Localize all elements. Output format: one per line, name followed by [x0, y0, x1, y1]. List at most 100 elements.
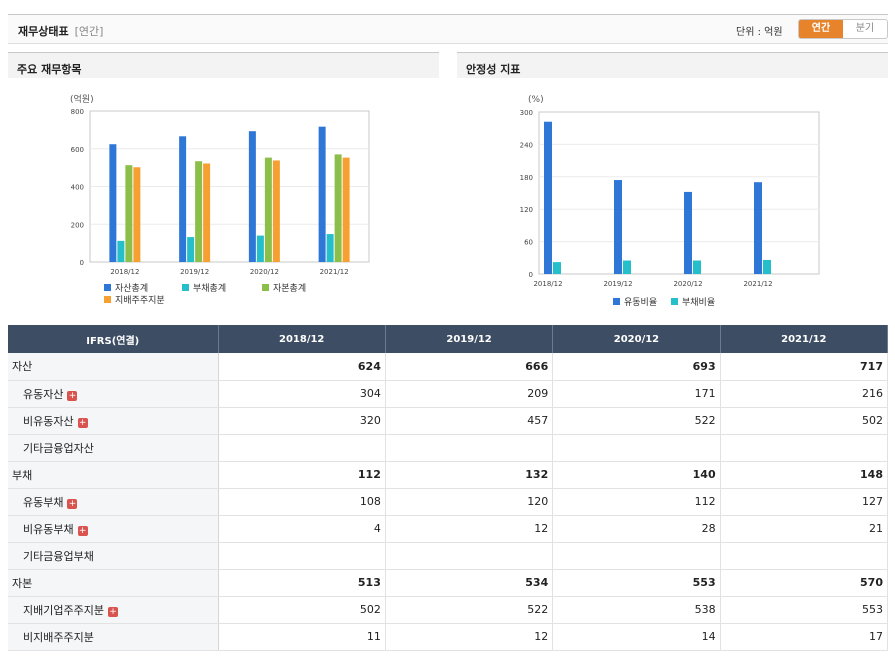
legend-swatch [262, 284, 269, 291]
legend-label: 자본총계 [273, 282, 306, 294]
y-tick-label: 400 [71, 184, 84, 192]
x-tick-label: 2019/12 [603, 280, 632, 288]
bar [264, 157, 272, 262]
table-row: 유동부채 +108 120 112 127 [8, 488, 889, 516]
value-cell [385, 434, 554, 462]
y-axis-unit-label: (억원) [70, 93, 94, 105]
row-label: 기타금융업부채 [8, 542, 219, 570]
legend-swatch [104, 284, 111, 291]
balance-sheet-table: IFRS(연결) 2018/12 2019/12 2020/12 2021/12 자산 6… [8, 325, 889, 651]
header-period: 2021/12 [720, 325, 889, 353]
value-cell: 28 [552, 515, 721, 543]
table-row: 유동자산 +304 209 171 216 [8, 380, 889, 408]
x-tick-label: 2020/12 [250, 268, 279, 276]
header-period: 2018/12 [218, 325, 386, 353]
unit-label: 단위 : 억원 [736, 27, 783, 38]
expand-plus-icon[interactable]: + [77, 525, 88, 536]
bar [334, 154, 342, 262]
bar [179, 136, 187, 262]
legend-label: 자산총계 [115, 282, 148, 294]
row-label-text: 지배기업주주지분 [23, 603, 104, 617]
value-cell: 127 [720, 488, 889, 516]
value-cell: 148 [720, 461, 889, 489]
value-cell: 11 [218, 623, 386, 651]
value-cell: 538 [552, 596, 721, 624]
value-cell: 112 [552, 488, 721, 516]
value-cell [552, 434, 721, 462]
quarter-toggle-button[interactable]: 분기 [855, 23, 875, 34]
value-cell: 140 [552, 461, 721, 489]
table-header-row: IFRS(연결) 2018/12 2019/12 2020/12 2021/12 [8, 325, 889, 353]
expand-plus-icon[interactable]: + [77, 417, 88, 428]
value-cell: 513 [218, 569, 386, 597]
bar [763, 259, 771, 274]
row-label-text: 자본 [12, 576, 33, 590]
value-cell: 21 [720, 515, 889, 543]
value-cell: 502 [720, 407, 889, 435]
value-cell: 14 [552, 623, 721, 651]
annual-toggle-button[interactable]: 연간 [799, 20, 843, 38]
row-label-text: 기타금융업부채 [23, 549, 94, 563]
value-cell: 112 [218, 461, 386, 489]
row-label: 자산 [8, 353, 219, 381]
y-tick-label: 800 [71, 108, 84, 116]
bar [684, 191, 692, 274]
main-items-panel: 주요 재무항목 (억원) 0 200 400 600 800 2018/12 2019/12 2… [8, 52, 439, 324]
value-cell: 717 [720, 353, 889, 381]
value-cell: 171 [552, 380, 721, 408]
statement-title: 재무상태표 [연간] [18, 25, 104, 38]
value-cell: 457 [385, 407, 554, 435]
stability-title: 안정성 지표 [457, 52, 888, 78]
bar [326, 234, 334, 262]
row-label: 비유동자산 + [8, 407, 219, 435]
header-ifrs: IFRS(연결) [8, 325, 219, 353]
value-cell [720, 542, 889, 570]
legend-label: 부채총계 [193, 282, 226, 294]
x-tick-label: 2021/12 [743, 280, 772, 288]
expand-plus-icon[interactable]: + [67, 390, 78, 401]
table-row: 비유동부채 +4 12 28 21 [8, 515, 889, 543]
value-cell [218, 542, 386, 570]
bar [203, 163, 211, 262]
table-row: 자산 624 666 693 717 [8, 353, 889, 381]
value-cell: 108 [218, 488, 386, 516]
statement-header: 재무상태표 [연간] 단위 : 억원 연간 분기 [8, 14, 888, 44]
value-cell: 624 [218, 353, 386, 381]
value-cell: 4 [218, 515, 386, 543]
y-tick-label: 180 [520, 174, 533, 182]
row-label: 지배기업주주지분 + [8, 596, 219, 624]
value-cell: 570 [720, 569, 889, 597]
value-cell: 12 [385, 623, 554, 651]
value-cell: 502 [218, 596, 386, 624]
row-label-text: 기타금융업자산 [23, 441, 94, 455]
x-tick-label: 2019/12 [180, 268, 209, 276]
y-tick-label: 60 [524, 239, 533, 247]
value-cell: 304 [218, 380, 386, 408]
bar [133, 167, 141, 262]
y-tick-label: 300 [520, 109, 533, 117]
table-body: 자산 624 666 693 717 유동자산 +304 209 171 216 비유동자산 +320… [8, 353, 889, 651]
y-tick-label: 0 [80, 259, 84, 267]
bar [553, 262, 561, 274]
period-toggle: 연간 분기 [798, 19, 888, 39]
table-row: 부채 112 132 140 148 [8, 461, 889, 489]
expand-plus-icon[interactable]: + [67, 498, 78, 509]
y-tick-label: 120 [520, 206, 533, 214]
main-items-chart: (억원) 0 200 400 600 800 2018/12 2019/12 2020/12 20… [70, 93, 370, 306]
value-cell: 17 [720, 623, 889, 651]
value-cell: 553 [552, 569, 721, 597]
bar [318, 126, 326, 262]
row-label: 비유동부채 + [8, 515, 219, 543]
row-label: 비지배주주지분 [8, 623, 219, 651]
value-cell: 522 [552, 407, 721, 435]
value-cell: 120 [385, 488, 554, 516]
table-row: 자본 513 534 553 570 [8, 569, 889, 597]
legend-swatch [613, 298, 620, 305]
expand-plus-icon[interactable]: + [107, 606, 118, 617]
row-label: 기타금융업자산 [8, 434, 219, 462]
legend-label: 유동비율 [624, 297, 657, 308]
row-label-text: 유동부채 [23, 495, 64, 509]
value-cell [552, 542, 721, 570]
bar [342, 157, 350, 262]
legend-swatch [104, 296, 111, 303]
